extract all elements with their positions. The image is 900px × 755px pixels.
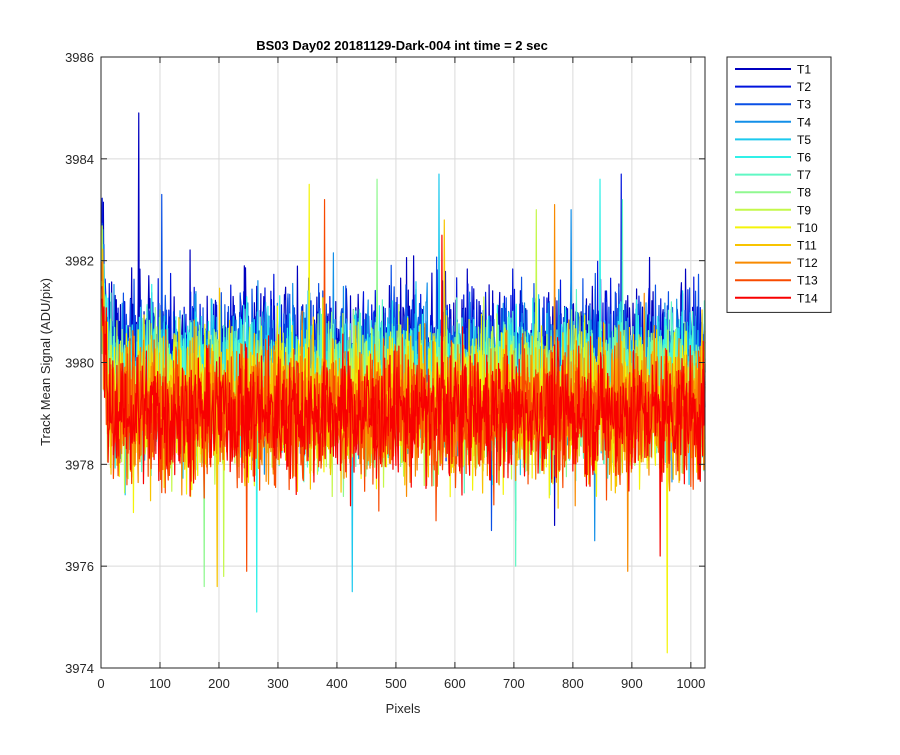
legend-label-t10: T10 [797,221,818,235]
legend-label-t13: T13 [797,274,818,288]
legend-box [726,56,832,313]
x-tick-label: 800 [562,676,584,691]
legend-label-t11: T11 [797,239,817,253]
y-tick-label: 3976 [65,559,94,574]
chart-title: BS03 Day02 20181129-Dark-004 int time = … [256,38,548,53]
y-tick-label: 3986 [65,50,94,65]
y-tick-label: 3984 [65,152,94,167]
x-tick-label: 300 [267,676,289,691]
x-axis-label: Pixels [386,701,421,716]
x-tick-label: 0 [97,676,104,691]
legend-label-t2: T2 [797,80,811,94]
legend-label-t6: T6 [797,151,811,165]
series-line-t14 [101,234,706,557]
legend-label-t14: T14 [797,291,818,305]
legend-label-t4: T4 [797,115,811,129]
x-tick-label: 1000 [676,676,705,691]
axes-layer: 0 100 200 300 400 500 600 700 800 900 1000 3974 3976… [65,50,706,691]
y-axis-label: Track Mean Signal (ADU/pix) [38,278,53,446]
x-tick-label: 100 [149,676,171,691]
y-tick-label: 3980 [65,356,94,371]
legend-label-t12: T12 [797,256,818,270]
x-tick-label: 200 [208,676,230,691]
x-tick-label: 900 [621,676,643,691]
x-tick-label: 700 [503,676,525,691]
x-tick-label: 600 [444,676,466,691]
legend: T1 T2 T3 T4 T5 T6 T7 T8 T9 T10 T11 T12 T13 T14 [726,56,832,313]
y-tick-label: 3982 [65,254,94,269]
series-layer [100,112,706,654]
x-tick-label: 400 [326,676,348,691]
legend-label-t8: T8 [797,186,811,200]
legend-label-t1: T1 [797,63,811,77]
legend-label-t7: T7 [797,168,811,182]
x-tick-label: 500 [385,676,407,691]
legend-label-t9: T9 [797,203,811,217]
legend-label-t5: T5 [797,133,811,147]
legend-label-t3: T3 [797,98,811,112]
y-tick-label: 3978 [65,457,94,472]
y-tick-label: 3974 [65,661,94,676]
